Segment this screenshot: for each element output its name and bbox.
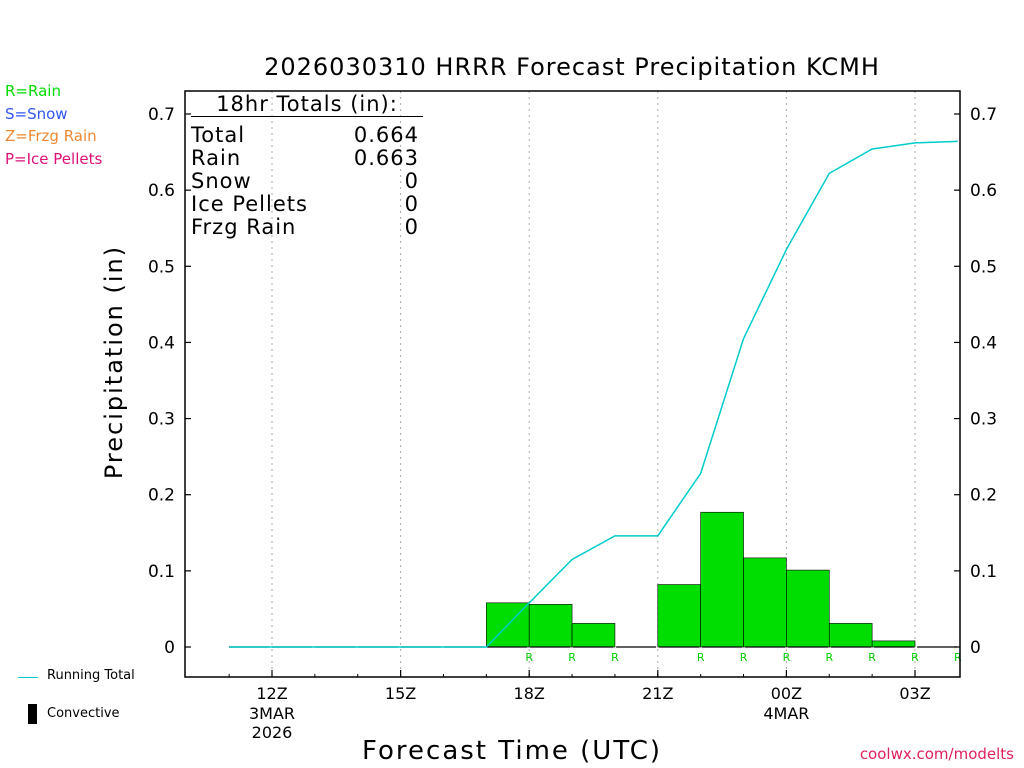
precip-bar (571, 623, 616, 648)
totals-row-rain: Rain 0.663 (191, 147, 419, 170)
legend-frzg-rain: Z=Frzg Rain (5, 127, 97, 145)
y-tick-label: 0.4 (148, 333, 175, 353)
running-total-swatch (18, 677, 38, 678)
y-tick-label: 0 (164, 638, 175, 658)
x-tick-sublabel: 2026 (252, 723, 293, 742)
y-tick-label: 0.4 (970, 333, 997, 353)
totals-label: Snow (191, 169, 252, 193)
x-tick-sublabel: 4MAR (763, 704, 809, 723)
y-tick-label: 0.3 (970, 410, 997, 430)
precip-type-marker: R (525, 651, 533, 664)
totals-value: 0.663 (353, 146, 419, 170)
precip-type-marker: R (825, 651, 833, 664)
totals-value: 0.664 (353, 123, 419, 147)
totals-label: Frzg Rain (191, 215, 297, 239)
totals-row-snow: Snow 0 (191, 170, 419, 193)
totals-value: 0 (404, 215, 419, 239)
y-tick-label: 0.6 (970, 181, 997, 201)
y-tick-label: 0.5 (970, 257, 997, 277)
x-tick-label: 18Z (514, 684, 545, 703)
y-tick-label: 0.2 (970, 486, 997, 506)
x-axis-label: Forecast Time (UTC) (362, 736, 662, 766)
x-tick-label: 03Z (899, 684, 930, 703)
precip-type-marker: R (740, 651, 748, 664)
precip-type-marker: R (911, 651, 919, 664)
running-total-line (229, 140, 958, 648)
y-axis-right: 0 0.1 0.2 0.3 0.4 0.5 0.6 0.7 (954, 105, 997, 658)
totals-row-total: Total 0.664 (191, 124, 419, 147)
precip-type-marker: R (697, 651, 705, 664)
totals-row-frzg-rain: Frzg Rain 0 (191, 216, 419, 239)
y-tick-label: 0.6 (148, 181, 175, 201)
precip-type-legend: R=Rain S=Snow Z=Frzg Rain P=Ice Pellets (5, 80, 102, 170)
legend-running-total-label: Running Total (47, 668, 135, 683)
legend-rain: R=Rain (5, 82, 61, 100)
precip-bar (743, 557, 787, 648)
y-tick-label: 0.1 (970, 562, 997, 582)
totals-label: Rain (191, 146, 242, 170)
precip-bar (700, 511, 744, 648)
totals-value: 0 (404, 192, 419, 216)
y-tick-label: 0.3 (148, 410, 175, 430)
grid-lines (271, 91, 916, 677)
x-tick-label: 12Z (256, 684, 287, 703)
precip-bar (786, 569, 830, 648)
legend-convective-label: Convective (47, 706, 120, 721)
precip-bar (871, 640, 916, 648)
legend-snow: S=Snow (5, 104, 68, 123)
watermark: coolwx.com/modelts (859, 745, 1014, 763)
legend-ice-pellets: P=Ice Pellets (5, 149, 103, 168)
x-tick-label: 15Z (385, 684, 416, 703)
x-tick-sublabel: 3MAR (249, 704, 295, 723)
y-tick-label: 0.1 (148, 562, 175, 582)
precip-bar (657, 584, 701, 648)
y-axis-left: 0 0.1 0.2 0.3 0.4 0.5 0.6 0.7 (148, 105, 191, 658)
totals-title: 18hr Totals (in): (191, 92, 423, 117)
totals-label: Ice Pellets (191, 192, 308, 216)
chart-title: 2026030310 HRRR Forecast Precipitation K… (264, 53, 880, 81)
totals-label: Total (191, 123, 246, 147)
y-axis-label: Precipitation (in) (100, 245, 128, 479)
precip-type-marker: R (954, 651, 962, 664)
x-tick-label: 00Z (771, 684, 802, 703)
precip-type-marker: R (611, 651, 619, 664)
y-tick-label: 0.2 (148, 486, 175, 506)
convective-swatch (28, 704, 37, 724)
x-tick-label: 21Z (642, 684, 673, 703)
precip-bar (828, 623, 873, 648)
precip-type-marker: R (868, 651, 876, 664)
y-tick-label: 0 (970, 638, 981, 658)
totals-row-ice-pellets: Ice Pellets 0 (191, 193, 419, 216)
totals-value: 0 (404, 169, 419, 193)
precip-bars (486, 511, 916, 648)
y-tick-label: 0.7 (970, 105, 997, 125)
precip-type-marker: R (568, 651, 576, 664)
precip-type-marker: R (783, 651, 791, 664)
y-tick-label: 0.7 (148, 105, 175, 125)
precip-bar (528, 604, 573, 648)
y-tick-label: 0.5 (148, 257, 175, 277)
running-total-series (229, 140, 958, 648)
